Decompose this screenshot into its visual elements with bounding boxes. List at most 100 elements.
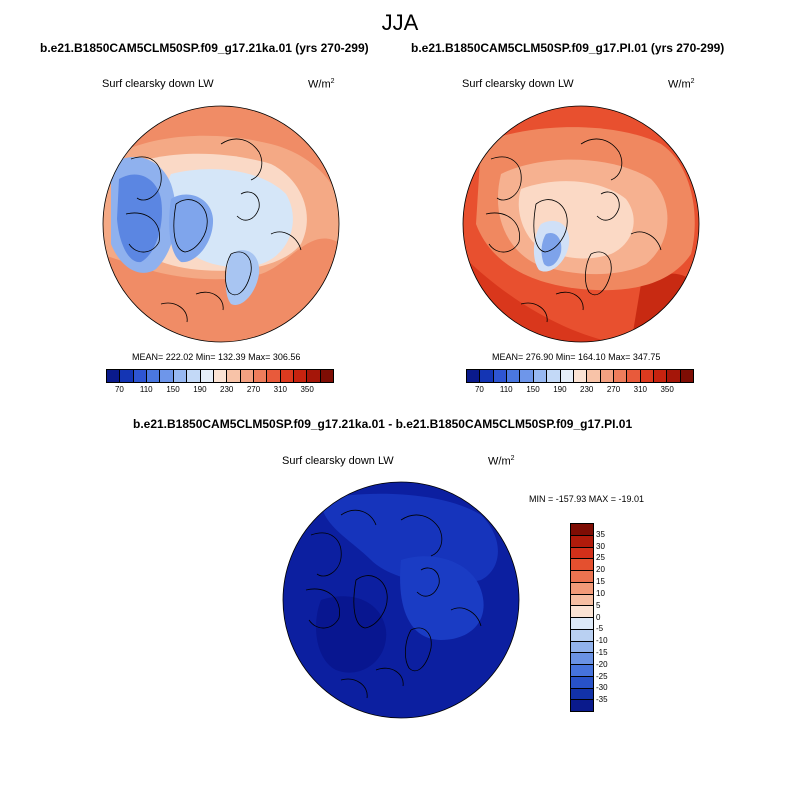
panel-2-colorbar-swatch [679, 370, 694, 382]
panel-3-colorbar-swatch [571, 524, 593, 535]
panel-2-colorbar-tick-label: 190 [553, 385, 567, 394]
panel-1-colorbar-swatch [172, 370, 187, 382]
panel-3-colorbar-swatch [571, 546, 593, 559]
panel-2-colorbar-tick-label: 350 [660, 385, 674, 394]
panel-3-colorbar-tick-label: 20 [596, 565, 605, 575]
panel-2-colorbar-swatch [572, 370, 587, 382]
panel-2-colorbar-swatch [586, 370, 600, 382]
panel-1-colorbar-swatch [159, 370, 173, 382]
panel-3-map-border [282, 481, 520, 719]
panel-1-title: b.e21.B1850CAM5CLM50SP.f09_g17.21ka.01 (… [40, 41, 369, 55]
main-title: JJA [381, 10, 419, 35]
panel-2-colorbar-swatch [599, 370, 613, 382]
panel-3-colorbar-tick-label: 35 [596, 529, 605, 539]
panel-3-colorbar-tick-label: 10 [596, 588, 605, 598]
panel-1-stats: MEAN= 222.02 Min= 132.39 Max= 306.56 [132, 352, 301, 362]
panel-2-colorbar-tick-label: 110 [499, 385, 513, 394]
panel-2-colorbar-swatch [653, 370, 667, 382]
panel-2-colorbar-tick-label: 270 [606, 385, 621, 394]
panel-3-colorbar-swatch [571, 558, 593, 570]
panel-2-polar-map [462, 105, 700, 343]
panel-2-colorbar-tick-label: 310 [633, 385, 648, 394]
panel-2-colorbar-tick-label: 150 [526, 385, 540, 394]
panel-2-colorbar-swatch [467, 370, 480, 382]
panel-2-colorbar-swatch [626, 370, 640, 382]
panel-3-colorbar-ticks: 35 30 25 20 15 10 5 0 -5 -10 -15 -20 -25 -30 -35 [596, 523, 636, 712]
panel-1-colorbar-swatch [293, 370, 307, 382]
panel-1-colorbar-swatch [319, 370, 334, 382]
panel-2-colorbar-ticks: 70 110 150 190 230 270 310 350 [466, 385, 694, 395]
panel-1-colorbar-swatch [119, 370, 133, 382]
panel-1-colorbar-ticks: 70 110 150 190 230 270 310 350 [106, 385, 334, 395]
panel-3-colorbar-swatch [571, 675, 593, 688]
panel-1-colorbar-swatch [132, 370, 147, 382]
panel-3-colorbar-swatch [571, 699, 593, 711]
panel-1-unit: W/m2 [308, 78, 335, 91]
panel-3-colorbar-tick-label: -20 [596, 659, 608, 669]
panel-1-polar-map [102, 105, 340, 343]
panel-2-colorbar-swatch [666, 370, 680, 382]
panel-1-colorbar-swatch [226, 370, 240, 382]
panel-3-colorbar-swatch [571, 605, 593, 617]
panel-2-colorbar-tick-label: 70 [474, 385, 484, 394]
panel-2-map-border [462, 105, 700, 343]
panel-3-colorbar-tick-label: -15 [596, 647, 608, 657]
panel-2-colorbar-swatch [519, 370, 533, 382]
panel-3-colorbar-swatch [571, 581, 593, 594]
panel-3-colorbar-swatch [571, 640, 593, 653]
panel-2-coastlines [485, 138, 662, 323]
panel-1-colorbar-tick-label: 110 [139, 385, 153, 394]
panel-1-field-cold-core [117, 174, 162, 263]
panel-1-colorbar-swatch [279, 370, 294, 382]
panel-1-colorbar [106, 369, 334, 383]
panel-1-map-border [102, 105, 340, 343]
panel-3-colorbar-swatch [571, 617, 593, 629]
panel-2-colorbar-swatch [546, 370, 560, 382]
panel-2-colorbar-swatch [612, 370, 627, 382]
panel-1-colorbar-swatch [186, 370, 200, 382]
panel-2-colorbar-swatch [532, 370, 547, 382]
panel-2-colorbar-swatch [639, 370, 654, 382]
panel-3-colorbar-tick-label: 30 [596, 541, 605, 551]
panel-1-colorbar-swatch [107, 370, 120, 382]
panel-3-colorbar-tick-label: 15 [596, 577, 605, 587]
panel-1-colorbar-tick-label: 70 [114, 385, 124, 394]
panel-3-colorbar-tick-label: -5 [596, 624, 604, 634]
panel-2-colorbar [466, 369, 694, 383]
panel-1-colorbar-tick-label: 150 [166, 385, 180, 394]
panel-3-polar-map [282, 481, 520, 719]
panel-3-field-dark-core [316, 596, 387, 673]
panel-1-colorbar-swatch [212, 370, 227, 382]
panel-3-colorbar [570, 523, 594, 712]
panel-3-colorbar-swatch [571, 570, 593, 582]
panel-1-colorbar-swatch [239, 370, 253, 382]
panel-1-colorbar-tick-label: 270 [246, 385, 261, 394]
panel-3-colorbar-swatch [571, 593, 593, 606]
panel-3-field-band [400, 556, 484, 640]
panel-2-colorbar-swatch [479, 370, 493, 382]
panel-3-colorbar-swatch [571, 534, 593, 547]
panel-1-coastlines [125, 138, 302, 323]
panel-3-colorbar-tick-label: 0 [596, 612, 601, 622]
panel-3-colorbar-tick-label: -30 [596, 683, 608, 693]
panel-2-stats: MEAN= 276.90 Min= 164.10 Max= 347.75 [492, 352, 661, 362]
panel-3-variable-label: Surf clearsky down LW [282, 455, 394, 467]
panel-1-colorbar-tick-label: 350 [300, 385, 314, 394]
panel-3-colorbar-tick-label: -10 [596, 636, 608, 646]
panel-3-colorbar-tick-label: 5 [596, 600, 601, 610]
panel-1-colorbar-swatch [266, 370, 280, 382]
panel-3-colorbar-swatch [571, 652, 593, 664]
panel-1-colorbar-swatch [252, 370, 267, 382]
panel-2-colorbar-tick-label: 230 [580, 385, 594, 394]
panel-3-colorbar-tick-label: 25 [596, 553, 605, 563]
panel-3-stats: MIN = -157.93 MAX = -19.01 [529, 494, 645, 504]
panel-3-unit: W/m2 [488, 455, 515, 468]
panel-3-colorbar-tick-label: -25 [596, 671, 608, 681]
panel-1-colorbar-swatch [146, 370, 160, 382]
panel-1-colorbar-tick-label: 230 [220, 385, 234, 394]
panel-2-variable-label: Surf clearsky down LW [462, 78, 574, 90]
panel-1-colorbar-swatch [306, 370, 320, 382]
panel-3-colorbar-swatch [571, 687, 593, 700]
panel-2-title: b.e21.B1850CAM5CLM50SP.f09_g17.PI.01 (yr… [411, 41, 725, 55]
panel-2-colorbar-swatch [559, 370, 573, 382]
